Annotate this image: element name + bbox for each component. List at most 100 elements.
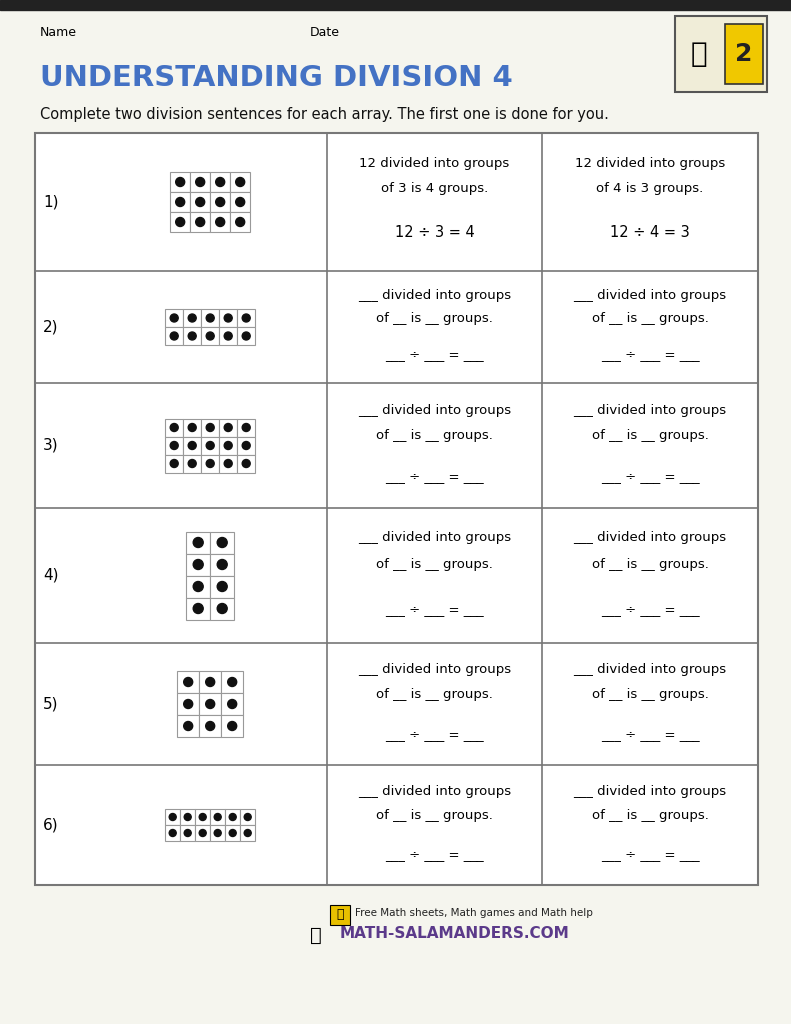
Text: ___ divided into groups: ___ divided into groups [358, 531, 511, 544]
Text: ___ ÷ ___ = ___: ___ ÷ ___ = ___ [385, 849, 484, 861]
Circle shape [188, 441, 196, 450]
Text: of __ is __ groups.: of __ is __ groups. [592, 558, 709, 571]
Bar [201, 309, 219, 327]
Circle shape [188, 314, 196, 322]
Bar [184, 455, 201, 472]
Text: ___ divided into groups: ___ divided into groups [358, 289, 511, 302]
Text: of __ is __ groups.: of __ is __ groups. [376, 558, 493, 571]
Bar [219, 455, 237, 472]
Text: of __ is __ groups.: of __ is __ groups. [376, 688, 493, 700]
Bar [180, 825, 195, 841]
Bar [165, 809, 180, 825]
Circle shape [206, 441, 214, 450]
Circle shape [193, 582, 203, 592]
Circle shape [170, 424, 178, 431]
Circle shape [236, 217, 244, 226]
Text: ___ divided into groups: ___ divided into groups [573, 664, 727, 676]
Bar [186, 575, 210, 597]
Circle shape [184, 829, 191, 837]
Bar [177, 693, 199, 715]
Circle shape [193, 603, 203, 613]
Circle shape [206, 699, 214, 709]
Text: ___ divided into groups: ___ divided into groups [573, 785, 727, 798]
Text: 2): 2) [43, 319, 59, 335]
Bar [221, 715, 243, 737]
Circle shape [193, 538, 203, 548]
Bar [219, 309, 237, 327]
Bar [184, 419, 201, 436]
Bar [210, 554, 234, 575]
Bar [219, 327, 237, 345]
Bar [230, 212, 250, 232]
Text: ___ divided into groups: ___ divided into groups [358, 404, 511, 417]
Bar [225, 809, 240, 825]
Bar [210, 531, 234, 554]
Text: ___ ÷ ___ = ___: ___ ÷ ___ = ___ [600, 470, 699, 483]
Circle shape [224, 424, 233, 431]
Circle shape [242, 332, 250, 340]
Bar [165, 327, 184, 345]
Circle shape [224, 441, 233, 450]
Bar [180, 809, 195, 825]
Circle shape [188, 332, 196, 340]
Text: of __ is __ groups.: of __ is __ groups. [592, 311, 709, 325]
Bar [210, 825, 225, 841]
Circle shape [195, 217, 205, 226]
Bar [165, 825, 180, 841]
Bar [240, 825, 255, 841]
Circle shape [206, 314, 214, 322]
Text: 3): 3) [43, 438, 59, 453]
Circle shape [228, 722, 237, 730]
Bar [237, 309, 255, 327]
Circle shape [184, 722, 193, 730]
Bar [221, 693, 243, 715]
Text: ___ divided into groups: ___ divided into groups [573, 531, 727, 544]
Text: ___ ÷ ___ = ___: ___ ÷ ___ = ___ [385, 728, 484, 741]
Text: of 3 is 4 groups.: of 3 is 4 groups. [381, 181, 488, 195]
Text: 6): 6) [43, 817, 59, 833]
Circle shape [184, 813, 191, 820]
Bar [165, 436, 184, 455]
Circle shape [184, 678, 193, 686]
Text: ___ ÷ ___ = ___: ___ ÷ ___ = ___ [385, 348, 484, 361]
Circle shape [176, 217, 185, 226]
Circle shape [206, 460, 214, 468]
Circle shape [228, 699, 237, 709]
Circle shape [229, 813, 237, 820]
Bar [170, 193, 190, 212]
Bar [201, 455, 219, 472]
Circle shape [216, 177, 225, 186]
Circle shape [206, 722, 214, 730]
Circle shape [236, 177, 244, 186]
Circle shape [170, 460, 178, 468]
Text: ___ divided into groups: ___ divided into groups [358, 664, 511, 676]
Circle shape [188, 424, 196, 431]
Circle shape [214, 813, 221, 820]
Text: Date: Date [310, 26, 340, 39]
Circle shape [218, 582, 227, 592]
Bar [210, 172, 230, 193]
Text: 🐆: 🐆 [310, 926, 322, 944]
Bar [201, 436, 219, 455]
Bar [219, 419, 237, 436]
Bar [186, 531, 210, 554]
Text: 12 ÷ 3 = 4: 12 ÷ 3 = 4 [395, 225, 475, 240]
Circle shape [224, 314, 233, 322]
Text: ___ ÷ ___ = ___: ___ ÷ ___ = ___ [385, 470, 484, 483]
Circle shape [214, 829, 221, 837]
Text: 2: 2 [736, 42, 753, 66]
Bar [219, 436, 237, 455]
Bar [165, 419, 184, 436]
Circle shape [224, 332, 233, 340]
Text: 4): 4) [43, 568, 59, 583]
Text: of __ is __ groups.: of __ is __ groups. [592, 688, 709, 700]
Circle shape [199, 829, 206, 837]
Bar [201, 419, 219, 436]
Bar [170, 172, 190, 193]
Text: 12 ÷ 4 = 3: 12 ÷ 4 = 3 [610, 225, 690, 240]
Bar [184, 327, 201, 345]
Bar [195, 809, 210, 825]
Text: of __ is __ groups.: of __ is __ groups. [592, 429, 709, 442]
Text: ___ divided into groups: ___ divided into groups [358, 785, 511, 798]
Bar [170, 212, 190, 232]
